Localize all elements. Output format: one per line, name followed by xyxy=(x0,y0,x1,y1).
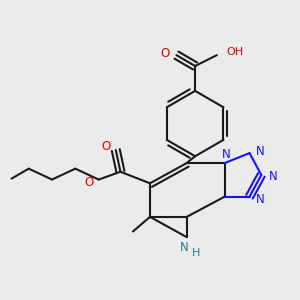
Text: N: N xyxy=(180,241,189,254)
Text: O: O xyxy=(101,140,110,153)
Text: N: N xyxy=(256,193,265,206)
Text: OH: OH xyxy=(226,47,243,57)
Text: N: N xyxy=(222,148,231,161)
Text: N: N xyxy=(269,170,278,183)
Text: H: H xyxy=(192,248,200,258)
Text: N: N xyxy=(256,145,265,158)
Text: O: O xyxy=(160,47,169,60)
Text: O: O xyxy=(84,176,93,189)
